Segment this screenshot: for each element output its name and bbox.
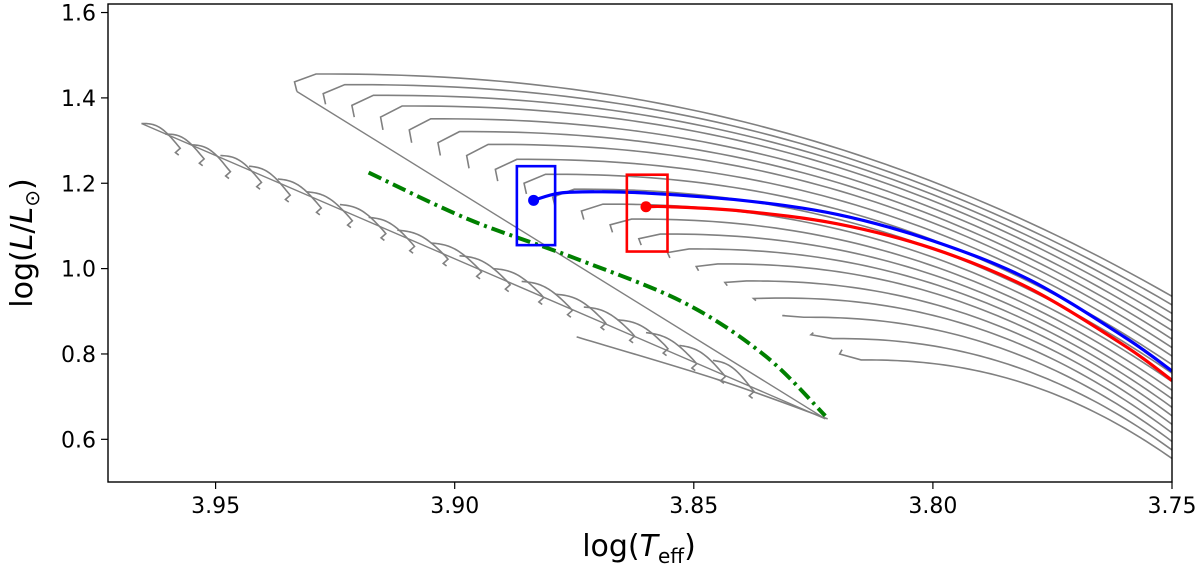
low-mass-track-3 (191, 144, 232, 180)
low-mass-track-6 (277, 178, 323, 216)
low-mass-track-16 (583, 306, 636, 344)
x-tick-label: 3.80 (908, 494, 957, 519)
high-mass-track-16 (723, 280, 1172, 426)
y-tick-label: 1.2 (61, 172, 96, 197)
low-mass-track-14 (521, 280, 574, 318)
high-mass-track-14 (666, 248, 1172, 408)
low-mass-track-13 (492, 267, 545, 306)
x-tick-label: 3.85 (669, 494, 718, 519)
high-mass-track-7 (465, 143, 1172, 349)
low-mass-track-11 (430, 242, 483, 280)
high-mass-track-2 (322, 83, 1172, 306)
highlighted-tracks (367, 164, 1172, 418)
y-tick-label: 1.0 (61, 258, 96, 283)
y-tick-label: 0.8 (61, 343, 96, 368)
high-mass-track-15 (694, 263, 1172, 417)
blue-star-point (528, 194, 540, 206)
x-tick-label: 3.75 (1148, 494, 1197, 519)
red-track-line (645, 204, 1172, 382)
low-mass-track-5 (248, 165, 292, 203)
low-mass-track-12 (459, 255, 512, 293)
lower-envelope-track (141, 122, 826, 420)
low-mass-track-15 (555, 293, 607, 331)
high-mass-track-6 (437, 130, 1172, 340)
high-mass-track-4 (379, 105, 1172, 323)
high-mass-track-5 (408, 117, 1172, 332)
low-mass-track-20 (712, 359, 756, 399)
x-axis-label: log(Teff) (582, 529, 696, 567)
low-mass-track-8 (339, 203, 387, 242)
high-mass-track-3 (350, 94, 1172, 315)
red-error-box (625, 173, 669, 253)
axes-frame (107, 3, 1173, 483)
low-mass-track-10 (397, 229, 450, 267)
high-mass-track-18 (782, 314, 1172, 443)
zams-line (367, 170, 827, 418)
upper-envelope-track (296, 90, 826, 420)
x-axis-ticks: 3.95 3.90 3.85 3.80 3.75 (191, 482, 1196, 519)
high-mass-track-20 (838, 349, 1172, 460)
x-tick-label: 3.95 (191, 494, 240, 519)
high-mass-track-11 (580, 203, 1172, 383)
low-mass-track-1 (141, 122, 182, 156)
blue-track-line (533, 190, 1172, 373)
high-mass-track-12 (609, 218, 1172, 391)
plot-area (141, 73, 1172, 460)
low-mass-track-18 (645, 331, 698, 372)
evolutionary-tracks (141, 73, 1172, 460)
y-tick-label: 0.6 (61, 428, 96, 453)
low-mass-track-7 (306, 190, 354, 229)
high-mass-track-13 (637, 233, 1172, 400)
high-mass-track-17 (751, 297, 1172, 434)
y-tick-label: 1.4 (61, 87, 96, 112)
y-axis-label: log(L/L⊙) (5, 178, 44, 307)
y-tick-label: 1.6 (61, 2, 96, 27)
low-mass-track-19 (679, 344, 727, 385)
x-tick-label: 3.90 (430, 494, 479, 519)
high-mass-track-8 (494, 158, 1172, 357)
low-mass-track-4 (220, 154, 263, 190)
red-star-point (640, 201, 652, 213)
high-mass-track-1 (293, 73, 1172, 298)
y-axis-ticks: 0.6 0.8 1.0 1.2 1.4 1.6 (61, 2, 108, 453)
low-mass-track-2 (165, 133, 206, 167)
low-mass-track-17 (617, 319, 670, 357)
high-mass-track-19 (809, 332, 1172, 451)
blue-error-box (515, 164, 557, 247)
